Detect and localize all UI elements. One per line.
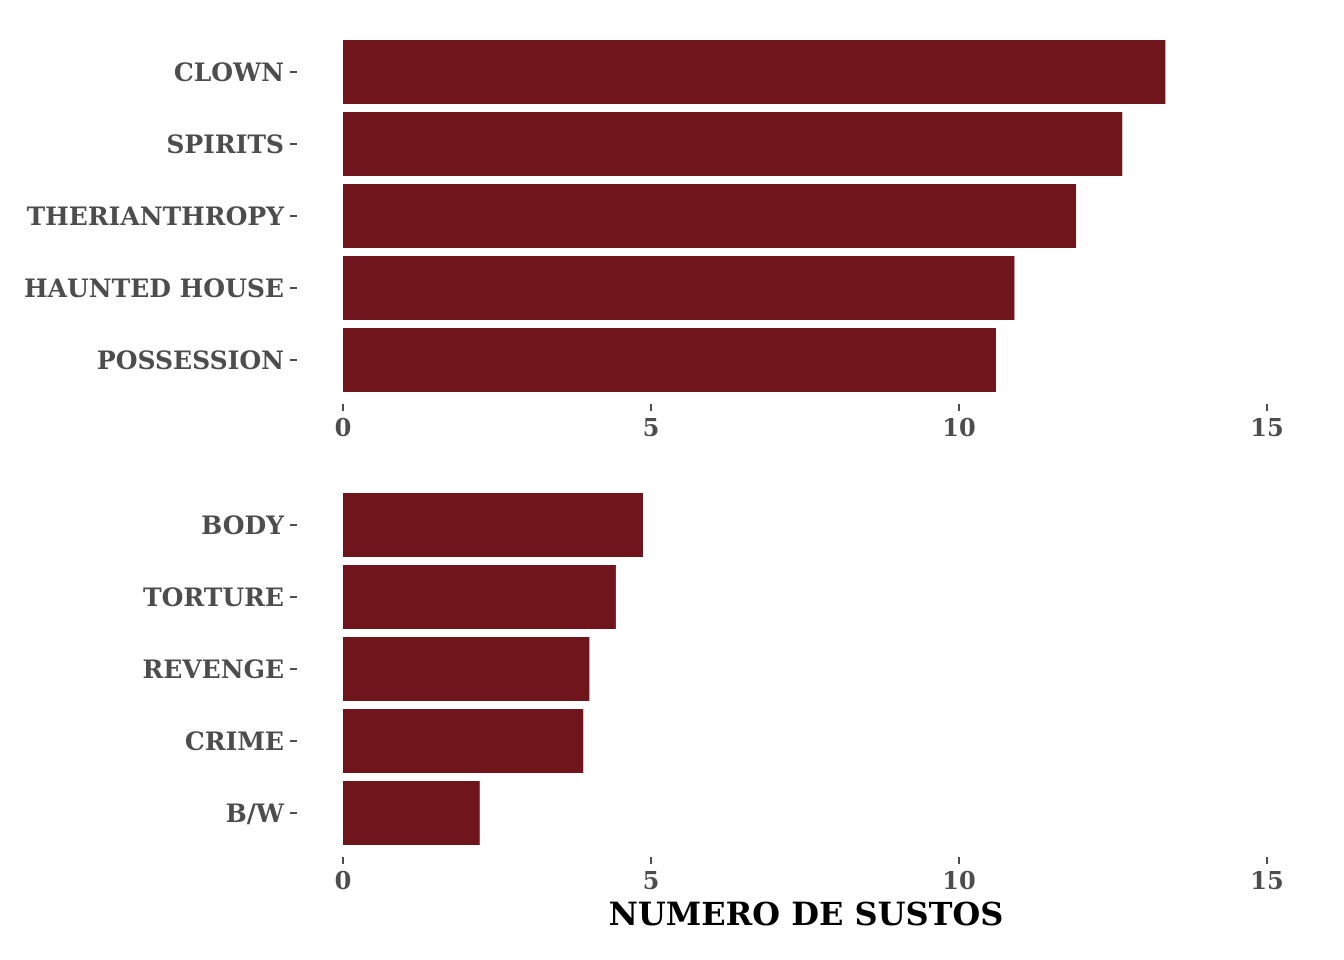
bar	[343, 256, 1015, 320]
x-axis-title: NUMERO DE SUSTOS	[609, 895, 1004, 933]
x-tick-label: 15	[1250, 866, 1283, 895]
x-tick-label: 15	[1250, 413, 1283, 442]
x-tick-label: 5	[643, 413, 660, 442]
bar	[343, 709, 584, 773]
category-label: REVENGE	[142, 655, 284, 684]
category-label: TORTURE	[143, 583, 284, 612]
bar	[343, 493, 643, 557]
category-label: CRIME	[185, 727, 284, 756]
bar	[343, 637, 590, 701]
bar	[343, 40, 1166, 104]
x-tick-label: 0	[335, 866, 352, 895]
bar	[343, 112, 1123, 176]
x-tick-label: 0	[335, 413, 352, 442]
bar	[343, 781, 480, 845]
top-panel: CLOWN SPIRITS THERIANTHROPY HAUNTED HOUSE PO…	[24, 40, 1284, 442]
x-tick-label: 10	[942, 413, 975, 442]
category-label: BODY	[201, 511, 285, 540]
bar	[343, 565, 616, 629]
category-label: B/W	[226, 799, 285, 828]
category-label: THERIANTHROPY	[27, 202, 286, 231]
category-label: SPIRITS	[166, 130, 284, 159]
category-label: HAUNTED HOUSE	[24, 274, 284, 303]
category-label: CLOWN	[174, 58, 284, 87]
category-label: POSSESSION	[97, 346, 284, 375]
bar	[343, 184, 1077, 248]
bar	[343, 328, 996, 392]
x-tick-label: 5	[643, 866, 660, 895]
bottom-panel: BODY TORTURE REVENGE CRIME B/W 0 5 10 15	[142, 493, 1284, 895]
x-tick-label: 10	[942, 866, 975, 895]
